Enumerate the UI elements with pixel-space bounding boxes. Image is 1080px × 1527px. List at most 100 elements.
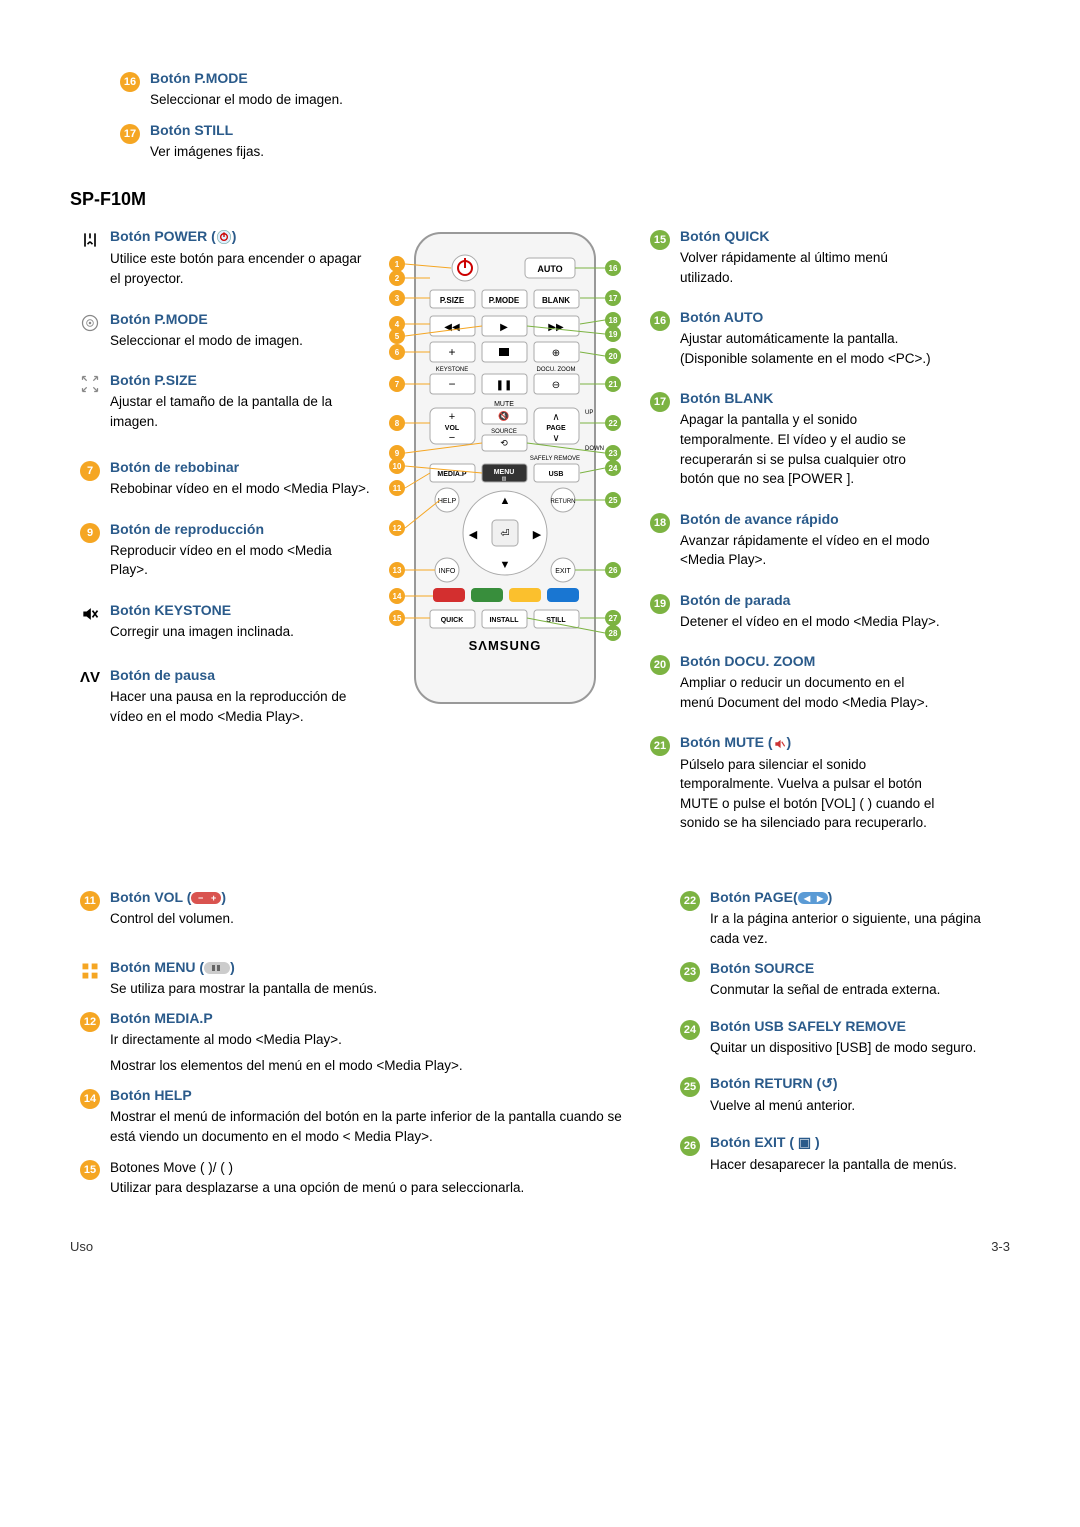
svg-text:SΛMSUNG: SΛMSUNG [469,638,542,653]
svg-text:8: 8 [395,419,400,428]
svg-text:◀: ◀ [469,529,478,541]
item-title: Botón BLANK [680,390,940,406]
mute-small-icon [773,737,787,751]
item-title: Botón de rebobinar [110,459,370,475]
top-item: 17 Botón STILL Ver imágenes fijas. [110,122,1010,162]
svg-text:RETURN: RETURN [551,499,576,505]
item-desc: Mostrar el menú de información del botón… [110,1107,630,1146]
svg-text:21: 21 [609,380,618,389]
svg-text:∧: ∧ [552,412,559,423]
item-title: Botón VOL (−+) [110,889,630,905]
svg-text:2: 2 [395,274,400,283]
svg-text:25: 25 [609,496,618,505]
item-desc: Ir a la página anterior o siguiente, una… [710,909,1010,948]
bullet-num: 11 [80,891,100,911]
item-desc-2: Mostrar los elementos del menú en el mod… [110,1056,630,1076]
svg-text:EXIT: EXIT [555,568,571,575]
svg-text:12: 12 [393,524,402,533]
item-title: Botón MENU () [110,959,630,975]
svg-text:19: 19 [609,330,618,339]
svg-text:UP: UP [585,410,593,416]
svg-text:▶: ▶ [500,322,508,333]
svg-text:SAFELY REMOVE: SAFELY REMOVE [530,456,580,462]
right-column: 15 Botón QUICK Volver rápidamente al últim… [640,228,940,855]
expand-icon [80,374,100,394]
svg-text:▶: ▶ [533,529,542,541]
svg-text:▲: ▲ [500,495,511,507]
svg-text:▥: ▥ [502,476,507,482]
svg-text:MEDIA.P: MEDIA.P [437,471,467,478]
footer-right: 3-3 [991,1239,1010,1254]
pill-red-icon: −+ [191,892,221,904]
bullet-num: 17 [120,124,140,144]
svg-text:26: 26 [609,566,618,575]
item-desc: Utilice este botón para encender o apaga… [110,249,370,288]
bullet-num: 9 [80,523,100,543]
item-desc: Se utiliza para mostrar la pantalla de m… [110,979,630,999]
svg-text:INSTALL: INSTALL [489,617,519,624]
item-desc: Ajustar automáticamente la pantalla. (Di… [680,329,940,368]
svg-text:⟲: ⟲ [500,438,508,448]
item-title: Botón MUTE () [680,734,940,750]
item-title: Botón EXIT ( ▣ ) [710,1134,1010,1151]
svg-text:+: + [211,893,216,903]
bullet-num: 25 [680,1077,700,1097]
svg-text:◀: ◀ [803,894,811,903]
svg-text:9: 9 [395,449,400,458]
svg-text:HELP: HELP [438,498,457,505]
item-title-plain: Botones Move ( )/ ( ) [110,1158,630,1178]
bullet-num: 12 [80,1012,100,1032]
bullet-num: 26 [680,1136,700,1156]
item-desc: Corregir una imagen inclinada. [110,622,370,642]
svg-text:SOURCE: SOURCE [491,429,517,435]
svg-text:INFO: INFO [439,568,456,575]
item-desc: Volver rápidamente al último menú utiliz… [680,248,940,287]
bullet-num: 17 [650,392,670,412]
svg-text:PAGE: PAGE [546,425,566,432]
svg-text:24: 24 [609,464,618,473]
svg-text:P.MODE: P.MODE [489,296,520,305]
item-desc: Hacer desaparecer la pantalla de menús. [710,1155,1010,1175]
item-title: Botón de reproducción [110,521,370,537]
power-icon [80,230,100,250]
item-title: Botón de pausa [110,667,370,683]
bullet-num: 22 [680,891,700,911]
svg-text:+: + [448,345,455,359]
item-desc: Seleccionar el modo de imagen. [110,331,370,351]
svg-text:⏎: ⏎ [500,528,509,540]
svg-text:∨: ∨ [552,433,559,444]
svg-text:VOL: VOL [445,425,460,432]
item-desc: Seleccionar el modo de imagen. [150,90,1010,110]
bullet-num: 15 [650,230,670,250]
item-title: Botón HELP [110,1087,630,1103]
bullet-num: 14 [80,1089,100,1109]
svg-text:◀◀: ◀◀ [444,322,460,333]
svg-text:DOCU. ZOOM: DOCU. ZOOM [537,367,576,373]
item-desc: Apagar la pantalla y el sonido temporalm… [680,410,940,488]
three-col-layout: Botón POWER () Utilice este botón para e… [70,228,1010,855]
svg-text:11: 11 [393,484,402,493]
svg-text:20: 20 [609,352,618,361]
svg-text:1: 1 [395,260,400,269]
svg-text:🔇: 🔇 [498,410,509,421]
pill-grey-icon [204,962,230,974]
svg-text:15: 15 [393,614,402,623]
svg-text:USB: USB [549,471,564,478]
svg-text:−: − [449,432,455,444]
svg-text:−: − [448,377,455,391]
svg-text:17: 17 [609,294,618,303]
page-footer: Uso 3-3 [70,1239,1010,1254]
svg-text:▼: ▼ [500,559,511,571]
svg-text:5: 5 [395,332,400,341]
item-title: Botón QUICK [680,228,940,244]
item-desc: Conmutar la señal de entrada externa. [710,980,1010,1000]
svg-text:QUICK: QUICK [441,617,464,624]
item-title: Botón DOCU. ZOOM [680,653,940,669]
item-title: Botón P.SIZE [110,372,370,388]
item-desc: Vuelve al menú anterior. [710,1096,1010,1116]
item-desc: Quitar un dispositivo [USB] de modo segu… [710,1038,1010,1058]
item-desc: Detener el vídeo en el modo <Media Play>… [680,612,940,632]
bullet-num: 20 [650,655,670,675]
power-circle-icon [216,229,232,245]
svg-text:22: 22 [609,419,618,428]
